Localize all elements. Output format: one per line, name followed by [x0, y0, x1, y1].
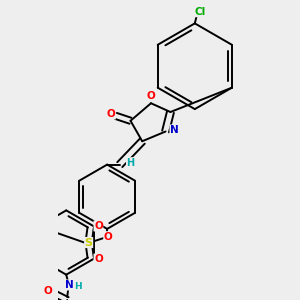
- Text: H: H: [127, 158, 135, 168]
- Text: O: O: [107, 109, 116, 119]
- Text: H: H: [74, 282, 81, 291]
- Text: O: O: [104, 232, 112, 242]
- Text: O: O: [94, 221, 103, 231]
- Text: N: N: [170, 125, 179, 135]
- Text: S: S: [85, 238, 93, 248]
- Text: O: O: [147, 91, 155, 101]
- Text: O: O: [44, 286, 52, 296]
- Text: N: N: [65, 280, 74, 290]
- Text: O: O: [94, 254, 103, 264]
- Text: Cl: Cl: [194, 7, 205, 17]
